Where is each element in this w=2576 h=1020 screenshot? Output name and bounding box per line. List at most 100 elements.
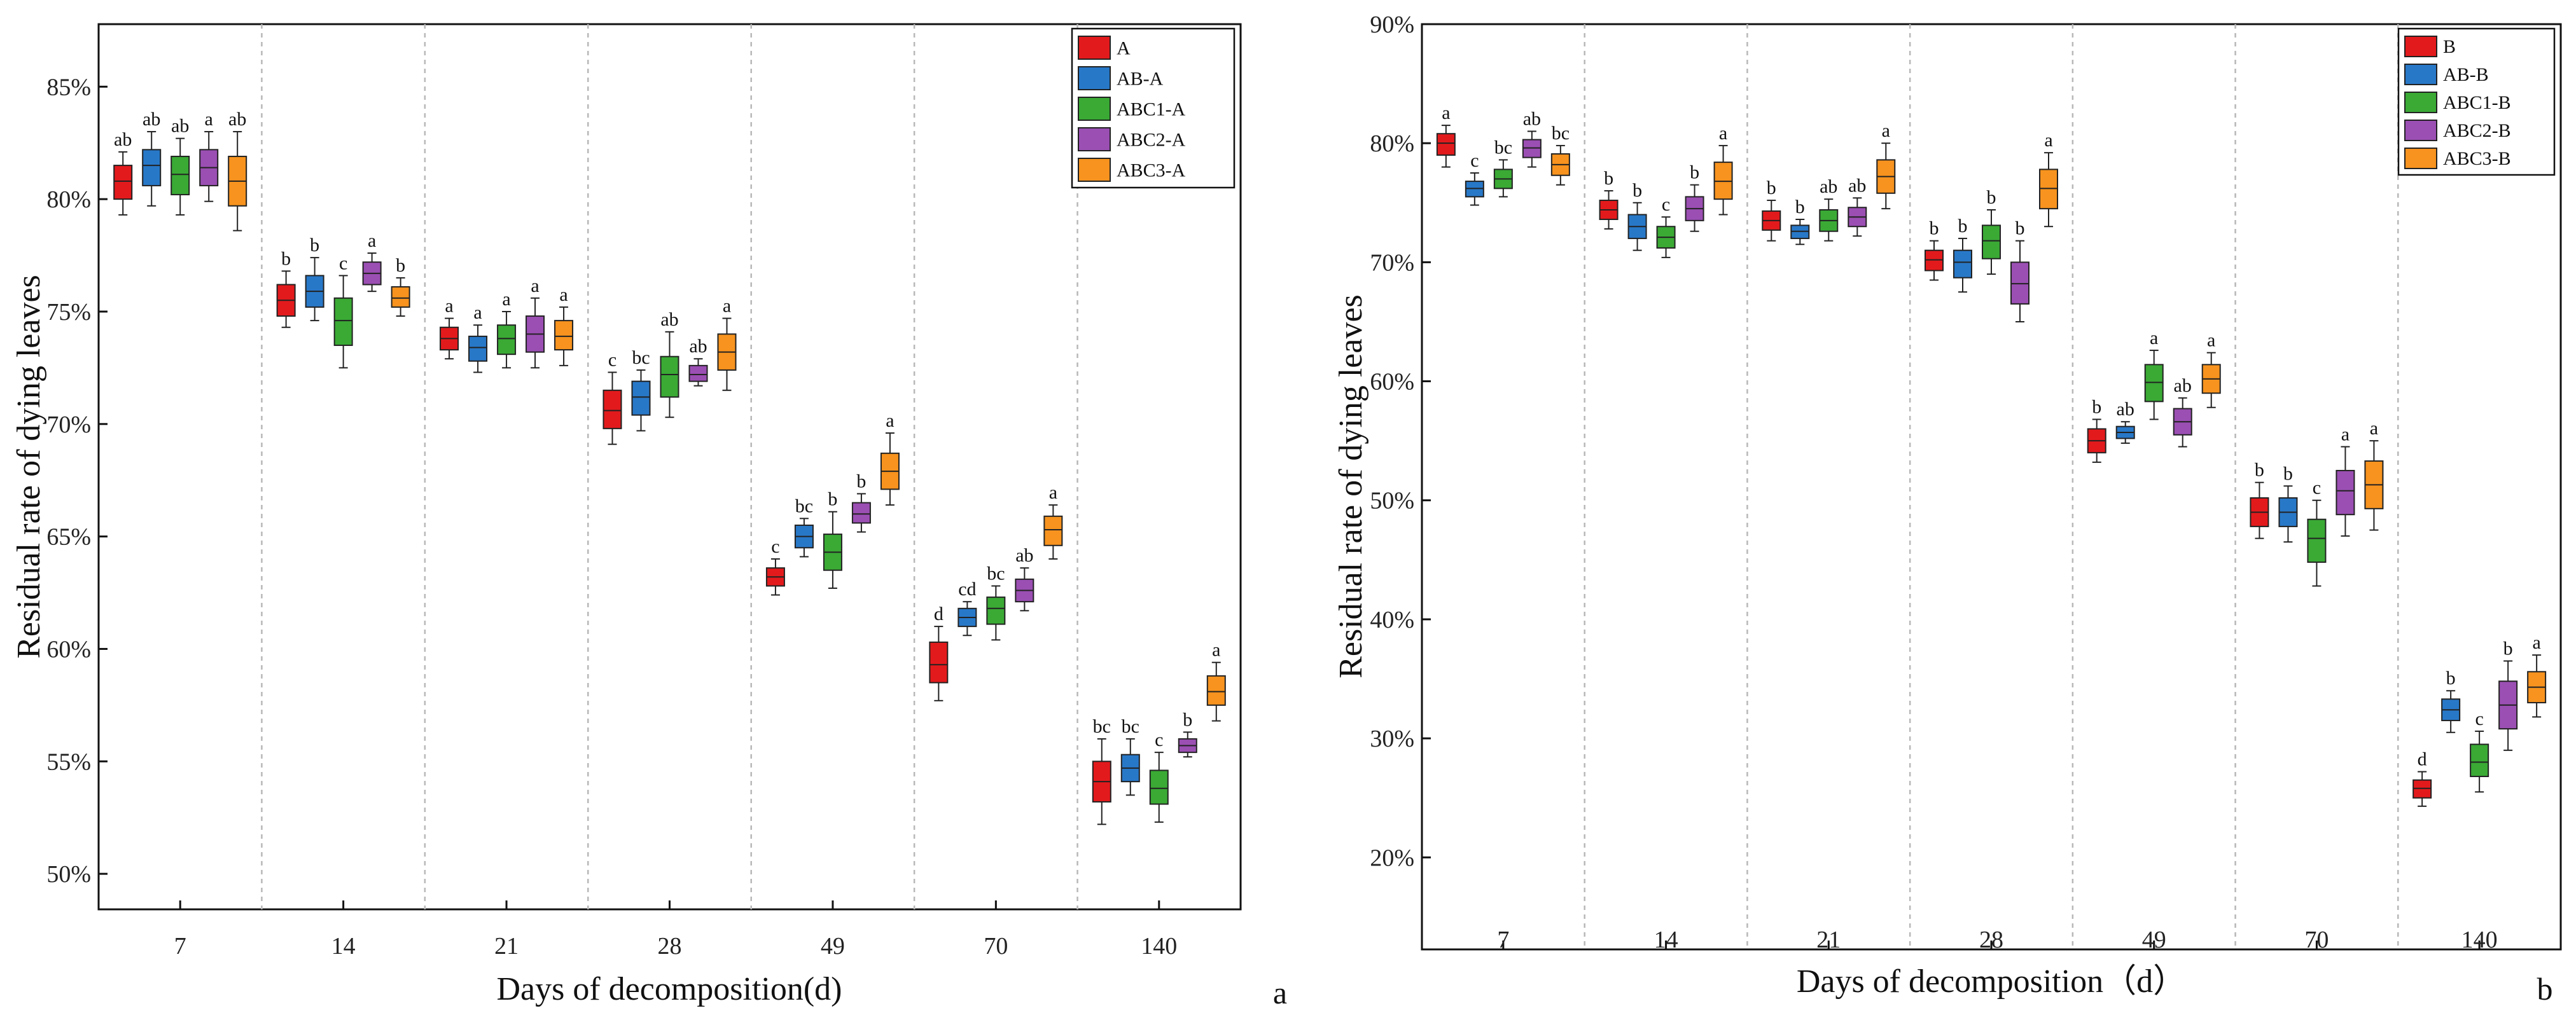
group-dividers-b (1584, 24, 2399, 949)
plot-frame-a (97, 23, 1242, 911)
box-ABC1-A (171, 155, 190, 196)
box-A (929, 641, 949, 684)
y-axis-a: 50% 55% 60% 65% 70% 75% 80% 85% (46, 74, 108, 888)
y-tick-label: 80% (1370, 130, 1414, 157)
y-tick-label: 20% (1370, 844, 1414, 871)
significance-letter: ab (228, 109, 246, 130)
x-tick-label: 49 (2142, 927, 2166, 953)
legend-label: ABC1-A (1117, 99, 1186, 120)
significance-letter: bc (1093, 716, 1111, 737)
panel-label-a: a (1273, 975, 1287, 1010)
y-tick-label: 90% (1370, 11, 1414, 38)
significance-letter: ab (689, 336, 707, 357)
significance-letter: ab (660, 309, 678, 330)
legend-label: A (1117, 38, 1131, 59)
boxes-a: abbaccdbcabbabcbccdbcabcaabbbccaaaabbabb… (113, 109, 1226, 825)
significance-letter: b (1958, 216, 1968, 237)
significance-letter: a (2532, 632, 2540, 653)
x-tick-label: 21 (1816, 927, 1841, 953)
y-tick-label: 80% (46, 186, 91, 213)
x-tick-label: 7 (174, 933, 186, 960)
box-ABC1-B (2307, 518, 2327, 563)
y-tick-label: 60% (46, 636, 91, 663)
y-axis-b: 20% 30% 40% 50% 60% 70% 80% 90% (1370, 11, 1431, 871)
legend-label: ABC2-B (2443, 120, 2511, 141)
significance-letter: bc (632, 347, 650, 368)
box-ABC1-A (497, 324, 517, 355)
y-axis-label-a: Residual rate of dying leaves (11, 275, 47, 659)
y-tick-label: 70% (1370, 249, 1414, 276)
significance-letter: a (205, 109, 213, 130)
y-tick-label: 30% (1370, 726, 1414, 752)
significance-letter: c (339, 252, 347, 273)
significance-letter: b (1604, 168, 1613, 189)
significance-letter: a (2150, 327, 2158, 348)
significance-letter: b (856, 471, 866, 492)
legend-label: ABC2-A (1117, 130, 1186, 151)
y-tick-label: 40% (1370, 607, 1414, 633)
box-A (602, 389, 622, 429)
significance-letter: a (502, 289, 510, 310)
x-axis-b: 7 14 21 28 49 70 140 (1497, 927, 2497, 953)
y-tick-label: 50% (46, 861, 91, 888)
significance-letter: ab (1523, 108, 1541, 129)
significance-letter: bc (1552, 123, 1570, 144)
significance-letter: bc (795, 495, 813, 516)
significance-letter: ab (2117, 399, 2134, 420)
box-AB-A (468, 335, 488, 362)
significance-letter: a (1212, 640, 1220, 661)
plot-frame-b (1421, 23, 2562, 951)
box-ABC3-A (391, 286, 410, 308)
significance-letter: a (723, 296, 731, 317)
significance-letter: b (1690, 162, 1699, 183)
significance-letter: d (934, 603, 943, 624)
box-ABC1-A (986, 596, 1006, 625)
legend-swatch (1078, 97, 1111, 121)
box-ABC1-A (1149, 769, 1169, 805)
significance-letter: b (396, 255, 405, 276)
x-tick-label: 28 (658, 933, 682, 960)
significance-letter: c (1470, 150, 1479, 171)
significance-letter: ab (1015, 545, 1033, 566)
significance-letter: b (1767, 177, 1776, 198)
legend-swatch (2404, 120, 2437, 141)
box-ABC2-B (2336, 469, 2355, 516)
box-AB-A (631, 380, 651, 416)
y-tick-label: 70% (46, 411, 91, 438)
x-tick-label: 28 (1979, 927, 2003, 953)
significance-letter: a (473, 302, 482, 323)
legend-swatch (1078, 158, 1111, 182)
significance-letter: b (2092, 396, 2101, 417)
box-A (113, 165, 133, 200)
x-tick-label: 7 (1497, 927, 1509, 953)
x-tick-label: 70 (984, 933, 1008, 960)
y-tick-label: 85% (46, 74, 91, 100)
x-tick-label: 140 (2461, 927, 2498, 953)
x-axis-label-b: Days of decomposition（d） (1797, 963, 2186, 1000)
significance-letter: ab (171, 116, 189, 137)
legend-swatch (2404, 36, 2437, 57)
panel-label-b: b (2537, 971, 2553, 1007)
significance-letter: d (2418, 749, 2427, 770)
significance-letter: ab (143, 109, 160, 130)
significance-letter: bc (987, 563, 1005, 584)
y-tick-label: 75% (46, 299, 91, 326)
significance-letter: c (1662, 194, 1670, 215)
significance-letter: c (608, 349, 616, 370)
box-AB-A (142, 149, 162, 186)
significance-letter: b (310, 235, 319, 256)
legend-swatch (1078, 36, 1111, 60)
significance-letter: a (368, 230, 376, 251)
legend-label: ABC3-A (1117, 160, 1186, 181)
box-ABC1-A (333, 297, 353, 347)
significance-letter: b (2255, 460, 2264, 481)
x-tick-label: 14 (1654, 927, 1678, 953)
significance-letter: b (2283, 463, 2293, 484)
significance-letter: ab (1848, 175, 1866, 196)
significance-letter: bc (1494, 137, 1512, 158)
significance-letter: c (2313, 478, 2321, 499)
group-dividers-a (261, 24, 1078, 909)
significance-letter: a (2370, 418, 2378, 439)
